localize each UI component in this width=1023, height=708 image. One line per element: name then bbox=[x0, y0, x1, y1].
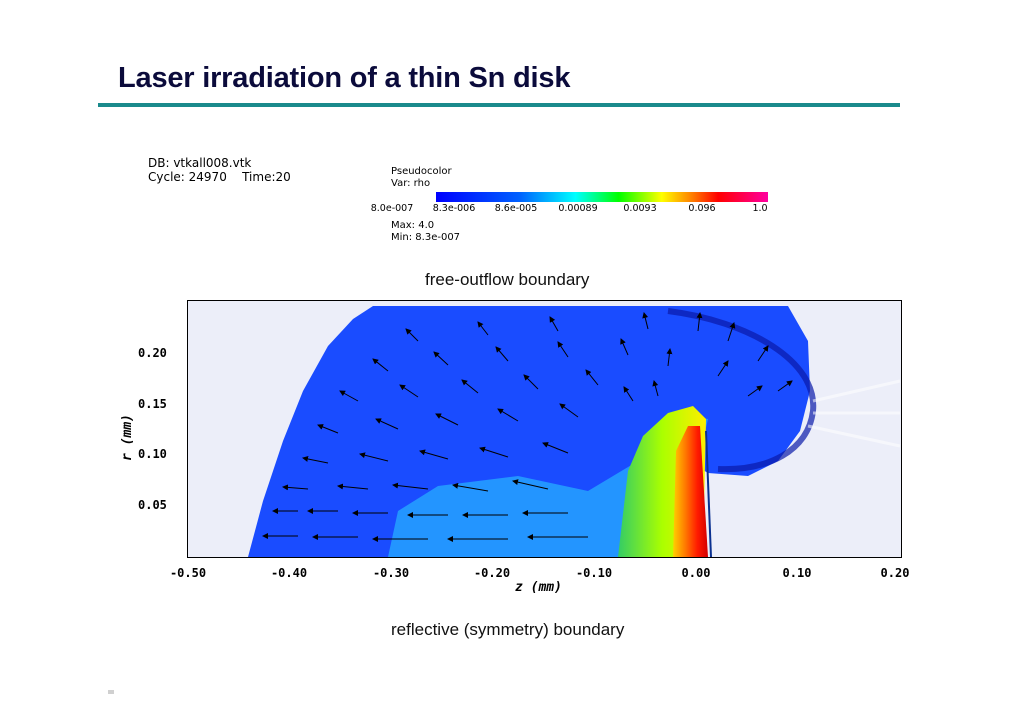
x-tick-label: -0.10 bbox=[575, 566, 613, 580]
colorbar-label: 8.3e-006 bbox=[432, 203, 476, 214]
max-value: Max: 4.0 bbox=[391, 220, 435, 231]
time-label: Time:20 bbox=[242, 170, 291, 184]
colorbar-label: 0.096 bbox=[688, 203, 716, 214]
y-tick-label: 0.10 bbox=[138, 447, 167, 461]
x-tick-label: -0.50 bbox=[169, 566, 207, 580]
colorbar bbox=[436, 192, 768, 202]
x-axis-label: z (mm) bbox=[515, 580, 562, 595]
slide-title: Laser irradiation of a thin Sn disk bbox=[118, 62, 571, 94]
y-tick-label: 0.20 bbox=[138, 346, 167, 360]
y-axis-label: r (mm) bbox=[119, 414, 135, 461]
colorbar-label: 0.00089 bbox=[558, 203, 598, 214]
y-tick-label: 0.15 bbox=[138, 397, 167, 411]
target-slab bbox=[673, 426, 708, 557]
density-field bbox=[248, 306, 901, 557]
colorbar-label: 8.6e-005 bbox=[494, 203, 538, 214]
rarefied-streaks bbox=[807, 379, 901, 448]
slide-corner-mark bbox=[108, 690, 114, 694]
cycle-time: Cycle: 24970 Time:20 bbox=[148, 170, 291, 184]
plot-type: Pseudocolor bbox=[391, 166, 452, 177]
colorbar-label: 8.0e-007 bbox=[370, 203, 414, 214]
x-tick-label: -0.20 bbox=[473, 566, 511, 580]
legend-range: Max: 4.0 Min: 8.3e-007 bbox=[391, 220, 460, 244]
x-tick-label: -0.40 bbox=[270, 566, 308, 580]
legend-header: Pseudocolor Var: rho bbox=[391, 166, 452, 190]
velocity-arrows bbox=[262, 312, 793, 542]
x-tick-label: -0.30 bbox=[372, 566, 410, 580]
title-underline bbox=[98, 103, 900, 107]
top-boundary-label: free-outflow boundary bbox=[425, 270, 590, 289]
bottom-boundary-label: reflective (symmetry) boundary bbox=[391, 620, 625, 639]
y-tick-label: 0.05 bbox=[138, 498, 167, 512]
colorbar-label: 1.0 bbox=[752, 203, 768, 214]
colorbar-label: 0.0093 bbox=[623, 203, 657, 214]
cycle-label: Cycle: 24970 bbox=[148, 170, 227, 184]
density-plot bbox=[187, 300, 902, 558]
min-value: Min: 8.3e-007 bbox=[391, 232, 461, 243]
variable-name: Var: rho bbox=[391, 178, 431, 189]
x-tick-label: 0.10 bbox=[782, 566, 812, 580]
db-name: DB: vtkall008.vtk bbox=[148, 156, 252, 170]
x-tick-label: 0.20 bbox=[880, 566, 910, 580]
x-tick-label: 0.00 bbox=[681, 566, 711, 580]
plot-metadata: DB: vtkall008.vtk Cycle: 24970 Time:20 bbox=[148, 156, 291, 184]
